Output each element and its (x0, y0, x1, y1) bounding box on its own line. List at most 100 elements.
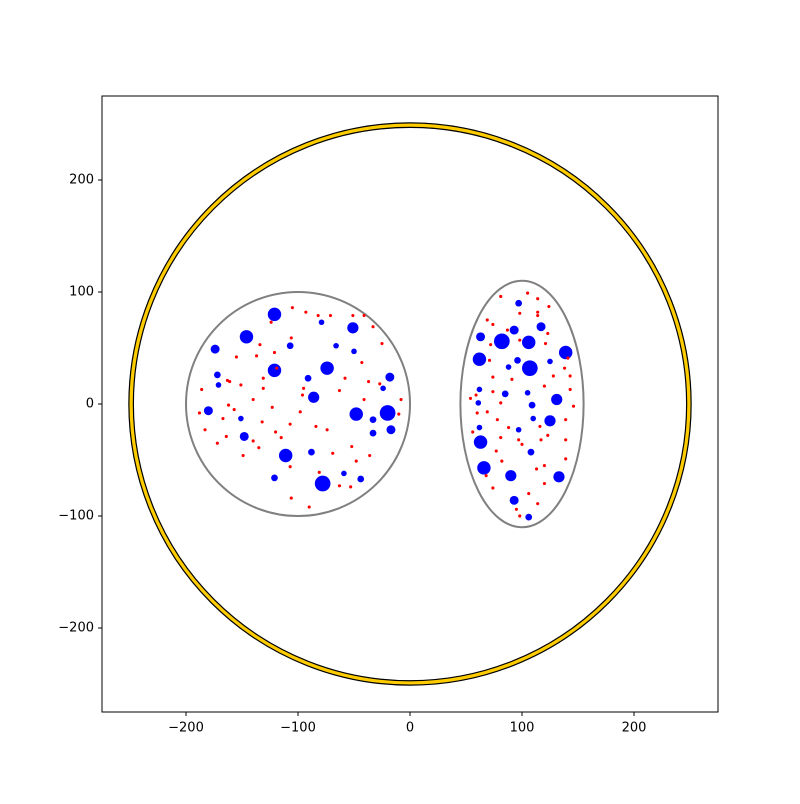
point (568, 387, 572, 392)
point (520, 442, 524, 446)
point (347, 322, 359, 334)
point (251, 397, 255, 402)
point (491, 390, 495, 394)
y-tick-label: −100 (58, 509, 94, 524)
point (369, 429, 377, 437)
point (476, 424, 483, 431)
point (546, 331, 550, 336)
point (239, 432, 249, 441)
point (302, 386, 306, 390)
point (524, 390, 531, 396)
point (228, 380, 232, 384)
point (518, 338, 522, 342)
point (304, 374, 312, 382)
point (203, 428, 207, 432)
point (278, 448, 293, 463)
point (238, 415, 244, 422)
point (514, 356, 521, 364)
point (360, 360, 364, 365)
point (200, 387, 204, 392)
y-tick-label: 200 (69, 173, 94, 188)
point (564, 457, 568, 461)
point (300, 393, 305, 397)
y-tick-label: 100 (69, 285, 94, 300)
point (261, 376, 265, 380)
point (257, 446, 261, 450)
point (343, 376, 347, 380)
point (475, 411, 479, 415)
x-tick-label: 0 (406, 721, 414, 736)
point (221, 416, 225, 421)
point (468, 396, 473, 400)
point (509, 495, 519, 505)
point (385, 372, 395, 382)
point (271, 474, 278, 482)
point (286, 342, 294, 350)
point (371, 325, 375, 329)
point (536, 322, 546, 332)
point (491, 375, 495, 379)
point (473, 435, 488, 449)
point (308, 391, 320, 403)
point (251, 439, 255, 443)
point (547, 304, 551, 309)
point (320, 361, 334, 375)
point (538, 424, 542, 428)
point (472, 352, 487, 366)
point (518, 311, 522, 315)
point (380, 385, 386, 392)
point (487, 358, 492, 362)
point (485, 410, 489, 414)
point (298, 410, 302, 414)
point (288, 465, 292, 469)
point (351, 313, 355, 318)
point (539, 438, 543, 442)
point (536, 310, 540, 314)
region-ellipse (459, 279, 585, 529)
point (564, 438, 568, 442)
point (254, 354, 259, 358)
point (515, 426, 522, 433)
point (517, 438, 521, 442)
point (547, 358, 553, 365)
point (526, 291, 530, 295)
point (270, 405, 274, 409)
point (304, 310, 308, 314)
point (518, 514, 522, 518)
point (369, 416, 377, 424)
x-tick-label: 100 (510, 721, 535, 736)
point (362, 313, 366, 318)
point (316, 313, 320, 318)
point (341, 470, 347, 477)
point (499, 436, 503, 440)
point (368, 453, 372, 458)
point (499, 401, 503, 405)
point (325, 428, 329, 432)
point (527, 448, 535, 456)
point (494, 333, 510, 350)
point (314, 424, 318, 428)
point (553, 471, 565, 483)
point (333, 342, 339, 349)
point (274, 430, 278, 434)
point (290, 306, 294, 310)
point (215, 382, 222, 388)
point (357, 475, 365, 483)
point (522, 335, 536, 350)
point (279, 436, 283, 440)
point (289, 336, 293, 340)
point (546, 433, 550, 437)
point (379, 405, 396, 421)
ring (128, 122, 692, 686)
x-tick-label: −200 (168, 721, 204, 736)
point (203, 406, 213, 416)
point (495, 418, 499, 422)
point (289, 496, 293, 500)
point (528, 401, 536, 409)
point (558, 345, 573, 360)
point (476, 332, 486, 342)
point (500, 459, 504, 463)
point (542, 464, 546, 468)
point (564, 418, 568, 422)
y-tick-label: 0 (86, 397, 94, 412)
